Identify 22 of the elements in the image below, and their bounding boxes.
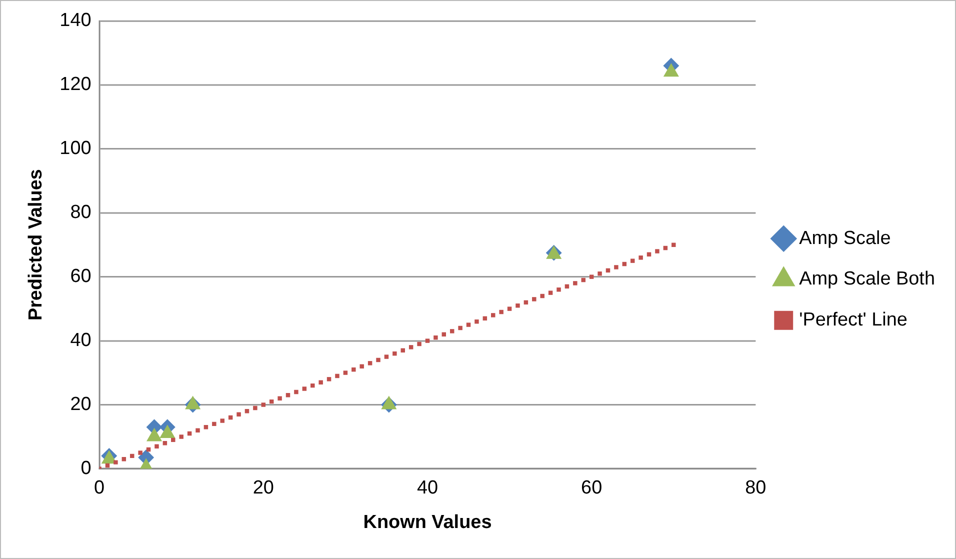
point	[160, 424, 176, 438]
x-tick-label: 0	[94, 477, 105, 498]
x-tick-label: 20	[252, 477, 274, 498]
legend-label: 'Perfect' Line	[799, 310, 908, 331]
y-tick-label: 40	[70, 330, 92, 351]
point	[146, 428, 162, 442]
y-tick-label: 60	[70, 266, 92, 288]
x-tick-label: 60	[581, 477, 602, 498]
legend-label: Amp Scale	[799, 228, 891, 249]
y-tick-label: 140	[60, 10, 92, 32]
y-tick-label: 80	[70, 202, 92, 224]
x-axis-title: Known Values	[363, 512, 492, 533]
point	[185, 396, 201, 410]
y-axis-title: Predicted Values	[26, 169, 47, 321]
y-tick-label: 100	[60, 138, 92, 160]
x-tick-label: 40	[416, 477, 438, 498]
y-tick-label: 120	[60, 74, 92, 96]
x-tick-label: 80	[745, 477, 766, 498]
point	[381, 396, 397, 410]
y-tick-label: 0	[80, 458, 92, 479]
y-tick-label: 20	[70, 394, 92, 415]
legend-label: Amp Scale Both	[799, 268, 935, 290]
